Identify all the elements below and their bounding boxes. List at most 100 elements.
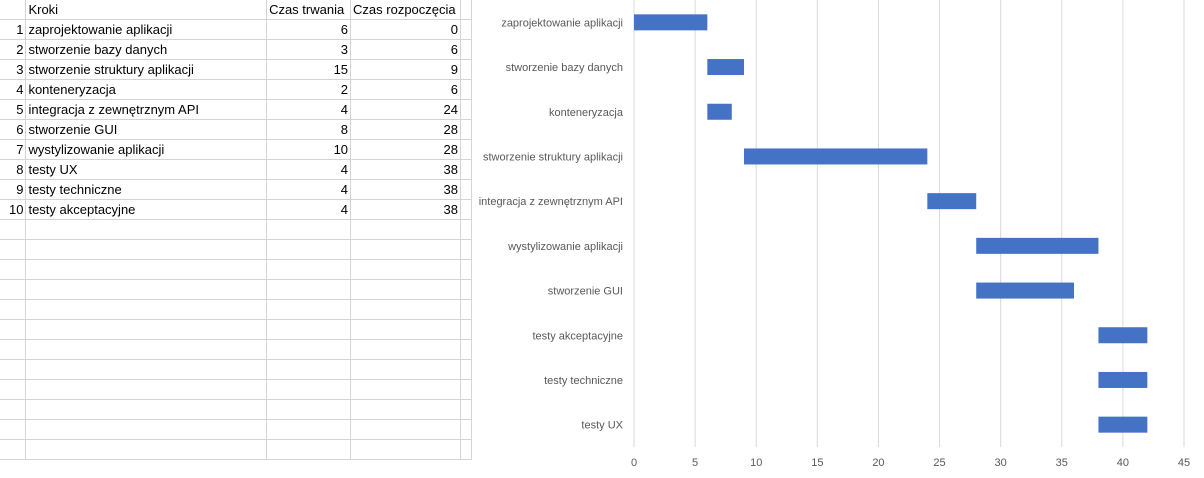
row-index-cell[interactable]: 3: [0, 59, 27, 80]
empty-cell[interactable]: [460, 159, 472, 180]
empty-cell[interactable]: [460, 239, 472, 260]
empty-cell[interactable]: [460, 119, 472, 140]
gantt-bar[interactable]: [744, 148, 928, 165]
column-header[interactable]: Kroki: [25, 0, 268, 20]
empty-cell[interactable]: [460, 279, 472, 300]
empty-cell[interactable]: [0, 239, 27, 260]
empty-cell[interactable]: [25, 279, 268, 300]
empty-cell[interactable]: [350, 279, 462, 300]
start-cell[interactable]: 6: [350, 39, 462, 60]
start-cell[interactable]: 9: [350, 59, 462, 80]
empty-cell[interactable]: [25, 239, 268, 260]
start-cell[interactable]: 28: [350, 139, 462, 160]
step-name-cell[interactable]: zaprojektowanie aplikacji: [25, 19, 268, 40]
empty-cell[interactable]: [460, 439, 472, 460]
empty-cell[interactable]: [350, 299, 462, 320]
row-index-cell[interactable]: 4: [0, 79, 27, 100]
empty-cell[interactable]: [0, 279, 27, 300]
empty-cell[interactable]: [460, 139, 472, 160]
empty-cell[interactable]: [25, 259, 268, 280]
empty-cell[interactable]: [460, 59, 472, 80]
empty-cell[interactable]: [460, 199, 472, 220]
empty-cell[interactable]: [460, 419, 472, 440]
empty-cell[interactable]: [460, 39, 472, 60]
gantt-bar[interactable]: [976, 237, 1099, 254]
gantt-bar[interactable]: [927, 193, 977, 210]
duration-cell[interactable]: 15: [266, 59, 352, 80]
empty-cell[interactable]: [0, 339, 27, 360]
duration-cell[interactable]: 6: [266, 19, 352, 40]
empty-cell[interactable]: [350, 399, 462, 420]
empty-cell[interactable]: [460, 19, 472, 40]
empty-cell[interactable]: [266, 399, 352, 420]
step-name-cell[interactable]: integracja z zewnętrznym API: [25, 99, 268, 120]
empty-cell[interactable]: [25, 379, 268, 400]
empty-cell[interactable]: [460, 0, 472, 20]
empty-cell[interactable]: [0, 419, 27, 440]
empty-cell[interactable]: [0, 219, 27, 240]
row-index-cell[interactable]: 10: [0, 199, 27, 220]
empty-cell[interactable]: [460, 299, 472, 320]
empty-cell[interactable]: [266, 339, 352, 360]
empty-cell[interactable]: [0, 319, 27, 340]
row-index-cell[interactable]: 9: [0, 179, 27, 200]
empty-cell[interactable]: [350, 259, 462, 280]
start-cell[interactable]: 38: [350, 179, 462, 200]
empty-cell[interactable]: [25, 359, 268, 380]
duration-cell[interactable]: 4: [266, 179, 352, 200]
step-name-cell[interactable]: testy akceptacyjne: [25, 199, 268, 220]
row-index-cell[interactable]: 5: [0, 99, 27, 120]
gantt-bar[interactable]: [634, 14, 708, 31]
empty-cell[interactable]: [0, 299, 27, 320]
duration-cell[interactable]: 4: [266, 99, 352, 120]
empty-cell[interactable]: [25, 399, 268, 420]
duration-cell[interactable]: 4: [266, 159, 352, 180]
empty-cell[interactable]: [266, 239, 352, 260]
start-cell[interactable]: 0: [350, 19, 462, 40]
row-index-cell[interactable]: 8: [0, 159, 27, 180]
empty-cell[interactable]: [25, 299, 268, 320]
start-cell[interactable]: 38: [350, 159, 462, 180]
step-name-cell[interactable]: wystylizowanie aplikacji: [25, 139, 268, 160]
empty-cell[interactable]: [266, 439, 352, 460]
empty-cell[interactable]: [460, 399, 472, 420]
empty-cell[interactable]: [460, 379, 472, 400]
empty-cell[interactable]: [25, 319, 268, 340]
empty-cell[interactable]: [460, 259, 472, 280]
empty-cell[interactable]: [460, 219, 472, 240]
empty-cell[interactable]: [266, 379, 352, 400]
empty-cell[interactable]: [266, 319, 352, 340]
column-header[interactable]: Czas trwania: [266, 0, 352, 20]
row-index-cell[interactable]: 7: [0, 139, 27, 160]
gantt-chart[interactable]: 0 5 10 15 20 25 30 35 40 45 zaprojektowanie aplika…: [472, 0, 1204, 478]
empty-cell[interactable]: [0, 259, 27, 280]
empty-cell[interactable]: [460, 179, 472, 200]
empty-cell[interactable]: [25, 219, 268, 240]
empty-cell[interactable]: [0, 379, 27, 400]
empty-cell[interactable]: [266, 279, 352, 300]
empty-cell[interactable]: [25, 439, 268, 460]
step-name-cell[interactable]: konteneryzacja: [25, 79, 268, 100]
duration-cell[interactable]: 8: [266, 119, 352, 140]
empty-cell[interactable]: [460, 319, 472, 340]
gantt-bar[interactable]: [707, 59, 744, 76]
empty-cell[interactable]: [460, 99, 472, 120]
column-header[interactable]: [0, 0, 27, 20]
step-name-cell[interactable]: stworzenie GUI: [25, 119, 268, 140]
duration-cell[interactable]: 2: [266, 79, 352, 100]
row-index-cell[interactable]: 6: [0, 119, 27, 140]
gantt-bar[interactable]: [707, 103, 732, 120]
empty-cell[interactable]: [460, 79, 472, 100]
start-cell[interactable]: 6: [350, 79, 462, 100]
empty-cell[interactable]: [350, 419, 462, 440]
start-cell[interactable]: 28: [350, 119, 462, 140]
empty-cell[interactable]: [266, 259, 352, 280]
empty-cell[interactable]: [266, 359, 352, 380]
empty-cell[interactable]: [350, 219, 462, 240]
start-cell[interactable]: 24: [350, 99, 462, 120]
empty-cell[interactable]: [350, 439, 462, 460]
row-index-cell[interactable]: 1: [0, 19, 27, 40]
column-header[interactable]: Czas rozpoczęcia: [350, 0, 462, 20]
empty-cell[interactable]: [266, 299, 352, 320]
step-name-cell[interactable]: testy techniczne: [25, 179, 268, 200]
